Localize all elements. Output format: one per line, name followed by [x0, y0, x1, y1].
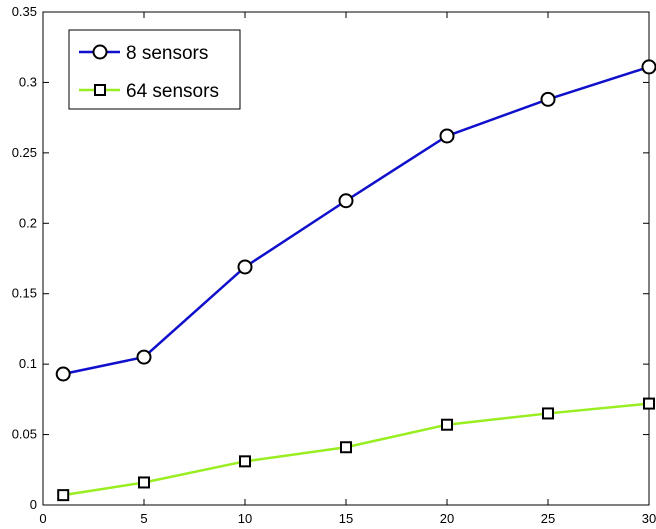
- data-point: [542, 407, 554, 420]
- legend-label: 64 sensors: [126, 81, 219, 102]
- legend-item: 8 sensors: [79, 43, 208, 64]
- data-point: [55, 366, 71, 382]
- data-point: [239, 455, 251, 468]
- series-1: [55, 59, 656, 382]
- y-tick-label: 0.25: [12, 145, 37, 160]
- x-tick-label: 15: [339, 511, 353, 526]
- y-tick-label: 0.2: [19, 215, 37, 230]
- series-line: [63, 402, 650, 497]
- axes: 0 5 10 15 20 25 30 0 0.05 0.1 0.15 0.2 0.25 0.3 0.35: [12, 4, 656, 526]
- data-point: [57, 489, 70, 502]
- legend: 8 sensors 64 sensors: [68, 29, 241, 110]
- data-point: [643, 397, 655, 410]
- data-point: [138, 476, 150, 489]
- x-tick-label: 25: [541, 511, 555, 526]
- data-point: [338, 193, 354, 209]
- y-tick-label: 0.15: [12, 286, 37, 301]
- data-point: [439, 128, 455, 144]
- data-point: [540, 91, 556, 107]
- x-tick-label: 0: [39, 511, 46, 526]
- x-tick-label: 30: [642, 511, 656, 526]
- data-point: [641, 59, 656, 75]
- legend-marker: [94, 84, 106, 96]
- series-line: [62, 65, 650, 376]
- series-2: [57, 397, 655, 502]
- legend-label: 8 sensors: [126, 43, 208, 64]
- y-tick-label: 0.35: [12, 4, 37, 19]
- data-point: [340, 441, 352, 454]
- y-tick-label: 0.05: [12, 427, 37, 442]
- data-point: [136, 349, 152, 365]
- data-point: [441, 418, 453, 431]
- x-tick-label: 5: [140, 511, 147, 526]
- x-tick-label: 10: [238, 511, 252, 526]
- legend-marker: [92, 44, 108, 60]
- y-tick-label: 0: [30, 497, 37, 512]
- data-point: [237, 259, 253, 275]
- legend-item: 64 sensors: [79, 81, 219, 102]
- y-tick-label: 0.1: [19, 356, 37, 371]
- y-tick-label: 0.3: [19, 74, 37, 89]
- series-layer: [55, 59, 656, 502]
- x-tick-label: 20: [440, 511, 454, 526]
